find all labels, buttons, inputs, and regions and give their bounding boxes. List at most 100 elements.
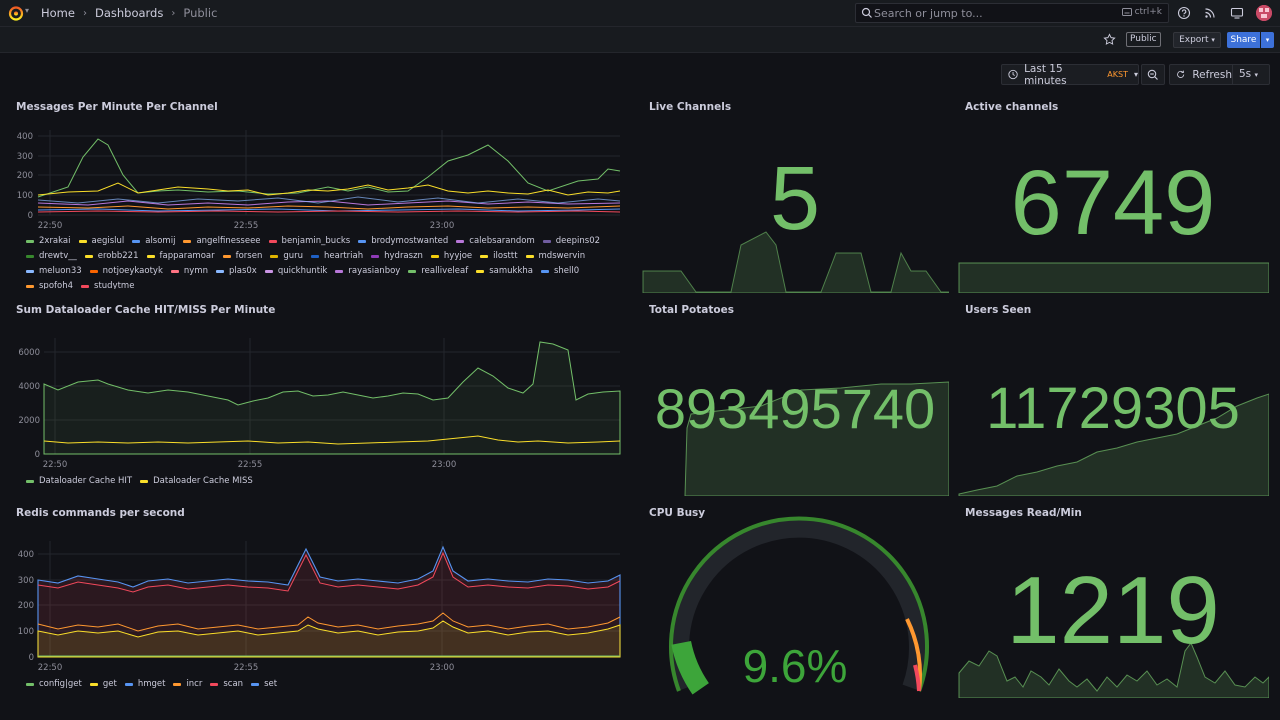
panel-title[interactable]: Active channels: [965, 101, 1059, 113]
legend-item[interactable]: set: [251, 678, 277, 690]
legend-item[interactable]: calebsarandom: [456, 235, 535, 247]
legend-item[interactable]: alsomij: [132, 235, 175, 247]
zoom-out-button[interactable]: [1141, 64, 1165, 85]
search-input[interactable]: [874, 4, 1104, 22]
panel-title[interactable]: Redis commands per second: [16, 507, 185, 519]
legend-swatch: [26, 254, 34, 258]
legend-item[interactable]: studytme: [81, 280, 134, 289]
panel-title[interactable]: Sum Dataloader Cache HIT/MISS Per Minute: [16, 304, 276, 316]
legend-label: deepins02: [555, 236, 601, 246]
cpu-gauge: [669, 516, 929, 695]
time-range-picker[interactable]: Last 15 minutes AKST ▾: [1001, 63, 1139, 87]
panel-title[interactable]: CPU Busy: [649, 507, 706, 519]
legend: config|get get hmget incr scan set: [26, 678, 626, 690]
chevron-down-icon[interactable]: ▾: [25, 6, 30, 15]
legend-swatch: [146, 254, 155, 258]
legend-item[interactable]: scan: [210, 678, 243, 690]
legend-item[interactable]: erobb221: [84, 250, 139, 262]
panel-title[interactable]: Total Potatoes: [649, 304, 734, 316]
grafana-logo-icon[interactable]: [8, 5, 24, 21]
panel-messages-per-minute: Messages Per Minute Per Channel 400 300 …: [8, 95, 632, 289]
legend-item[interactable]: realliveleaf: [408, 265, 468, 277]
legend-item[interactable]: aegislul: [78, 235, 124, 247]
legend-item[interactable]: notjoeykaotyk: [89, 265, 163, 277]
top-navbar: ▾ Home › Dashboards › Public ctrl+k: [0, 0, 1280, 27]
legend-item[interactable]: plas0x: [215, 265, 257, 277]
legend-swatch: [26, 682, 34, 686]
refresh-icon: [1177, 70, 1185, 78]
legend-swatch: [170, 269, 179, 273]
export-label: Export: [1179, 35, 1209, 45]
legend-item[interactable]: drewtv__: [26, 250, 77, 262]
legend-item[interactable]: meluon33: [26, 265, 82, 277]
legend-item[interactable]: angelfinesseee: [183, 235, 261, 247]
panel-title[interactable]: Users Seen: [965, 304, 1032, 316]
search-bar[interactable]: ctrl+k: [855, 3, 1169, 23]
share-button[interactable]: Share: [1227, 32, 1260, 48]
legend-item[interactable]: ilosttt: [480, 250, 518, 262]
search-shortcut-label: ctrl+k: [1134, 7, 1162, 17]
legend-item[interactable]: Dataloader Cache MISS: [140, 475, 253, 487]
legend-item[interactable]: 2xrakai: [26, 235, 71, 247]
legend-label: heartriah: [324, 251, 364, 261]
dataloader-timeseries-graph[interactable]: 6000 4000 2000 0 22:50 22:55 23:00: [8, 298, 632, 492]
gauge-threshold-red: [913, 664, 921, 692]
legend-swatch: [124, 682, 133, 686]
messages-read-sparkline: [958, 642, 1269, 698]
breadcrumb-home[interactable]: Home: [41, 6, 75, 20]
legend-label: config|get: [39, 679, 82, 689]
panel-title[interactable]: Live Channels: [649, 101, 732, 113]
refresh-button[interactable]: Refresh: [1169, 64, 1233, 85]
legend-item[interactable]: mdswervin: [525, 250, 586, 262]
legend-label: shell0: [553, 266, 580, 276]
legend-label: quickhuntik: [277, 266, 328, 276]
legend-item[interactable]: brodymostwanted: [358, 235, 448, 247]
legend-swatch: [456, 239, 465, 243]
refresh-interval-picker[interactable]: 5s ▾: [1233, 64, 1270, 85]
legend-swatch: [371, 254, 380, 258]
legend-item[interactable]: forsen: [222, 250, 262, 262]
legend-label: Dataloader Cache MISS: [153, 476, 253, 486]
legend-item[interactable]: heartriah: [311, 250, 363, 262]
legend-item[interactable]: rayasianboy: [335, 265, 400, 277]
refresh-label: Refresh: [1192, 68, 1232, 81]
avatar[interactable]: [1256, 5, 1272, 21]
legend-item[interactable]: hmget: [124, 678, 165, 690]
legend-label: hyyjoe: [443, 251, 473, 261]
redis-timeseries-graph[interactable]: 400 300 200 100 0 22:50 22:55 23:00: [8, 501, 632, 696]
share-dropdown-button[interactable]: ▾: [1261, 32, 1274, 48]
legend-label: Dataloader Cache HIT: [39, 476, 133, 486]
panel-title[interactable]: Messages Read/Min: [965, 507, 1082, 519]
legend-item[interactable]: fapparamoar: [146, 250, 215, 262]
legend-item[interactable]: hydraszn: [371, 250, 423, 262]
legend-item[interactable]: deepins02: [542, 235, 601, 247]
legend-item[interactable]: guru: [270, 250, 303, 262]
export-button[interactable]: Export ▾: [1173, 32, 1221, 48]
legend-item[interactable]: spofoh4: [26, 280, 73, 289]
panel-cpu-busy: CPU Busy 9.6%: [641, 501, 949, 696]
legend-item[interactable]: quickhuntik: [264, 265, 328, 277]
legend-label: notjoeykaotyk: [102, 266, 163, 276]
legend-item[interactable]: samukkha: [476, 265, 533, 277]
legend-label: guru: [283, 251, 304, 261]
breadcrumb-dashboards[interactable]: Dashboards: [94, 6, 164, 20]
legend-item[interactable]: Dataloader Cache HIT: [26, 475, 132, 487]
legend-item[interactable]: nymn: [170, 265, 208, 277]
tv-mode-icon[interactable]: [1230, 6, 1244, 20]
legend-label: mdswervin: [538, 251, 586, 261]
legend-item[interactable]: get: [89, 678, 117, 690]
legend-item[interactable]: shell0: [540, 265, 580, 277]
legend-item[interactable]: config|get: [26, 678, 82, 690]
help-icon[interactable]: [1177, 6, 1191, 20]
rss-icon[interactable]: [1203, 6, 1217, 20]
legend-item[interactable]: benjamin_bucks: [268, 235, 350, 247]
messages-timeseries-graph[interactable]: 400 300 200 100 0 22:50 22:55 23:00: [8, 95, 632, 289]
x-tick-label: 22:50: [38, 221, 63, 231]
star-icon[interactable]: [1103, 33, 1116, 46]
panel-title[interactable]: Messages Per Minute Per Channel: [16, 101, 218, 113]
legend-item[interactable]: incr: [173, 678, 202, 690]
x-tick-label: 22:55: [238, 460, 263, 470]
y-tick-label: 100: [18, 627, 34, 637]
legend-item[interactable]: hyyjoe: [430, 250, 473, 262]
legend-label: fapparamoar: [159, 251, 215, 261]
